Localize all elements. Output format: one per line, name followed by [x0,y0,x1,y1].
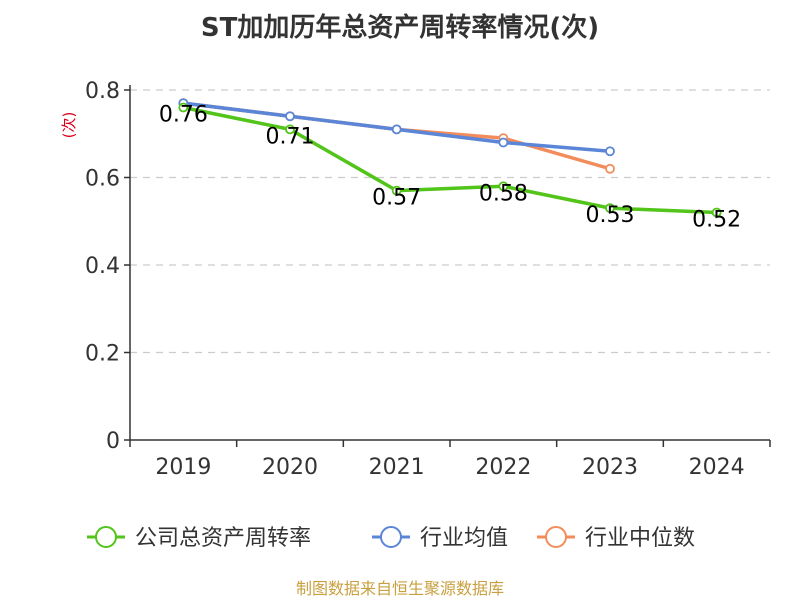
x-tick-label: 2019 [155,455,211,480]
data-point [605,146,615,157]
data-point [285,111,295,122]
source-note: 制图数据来自恒生聚源数据库 [296,579,504,598]
y-tick-label: 0.2 [85,342,120,367]
chart-title: ST加加历年总资产周转率情况(次) [201,12,599,43]
y-tick-label: 0 [106,429,120,454]
series-line-2 [181,101,612,171]
series-lines [178,98,722,218]
y-axis-unit-label: (次) [60,112,78,139]
legend-swatch-marker [95,526,117,548]
legend-label: 公司总资产周转率 [135,526,311,551]
x-tick-label: 2023 [582,455,638,480]
data-point [178,102,189,113]
y-tick-label: 0.8 [85,79,120,104]
x-tick-label: 2020 [262,455,318,480]
data-point [391,124,402,135]
x-tick-label: 2024 [689,455,745,480]
data-label: 0.58 [479,181,528,206]
legend-swatch-marker [380,526,402,548]
data-point [498,181,509,192]
data-label: 0.57 [372,186,421,211]
data-labels: 0.76 0.71 0.57 0.58 0.53 0.52 [159,103,741,233]
x-tick-label: 2021 [369,455,425,480]
data-point [605,203,615,214]
data-point [498,137,509,148]
y-tick-label: 0.4 [85,254,120,279]
data-point [391,185,402,196]
legend: 公司总资产周转率 行业均值 行业中位数 [87,526,695,551]
legend-item-0: 公司总资产周转率 [87,526,311,551]
legend-swatch-marker [545,526,567,548]
data-label: 0.52 [692,208,741,233]
axes: 0 0.2 0.4 0.6 0.8 2019 2020 2021 2022 2023 2024 [85,79,771,480]
series-line-0 [181,105,719,215]
x-tick-label: 2022 [475,455,531,480]
legend-label: 行业中位数 [585,526,695,551]
data-point [605,163,615,174]
legend-item-2: 行业中位数 [537,526,695,551]
legend-item-1: 行业均值 [372,526,508,551]
y-tick-label: 0.6 [85,167,120,192]
gridlines [130,89,770,354]
data-label: 0.76 [159,103,208,128]
data-label: 0.53 [586,203,635,228]
data-label: 0.71 [266,124,315,149]
data-point [285,124,295,135]
data-point [711,207,722,218]
legend-label: 行业均值 [420,526,508,551]
